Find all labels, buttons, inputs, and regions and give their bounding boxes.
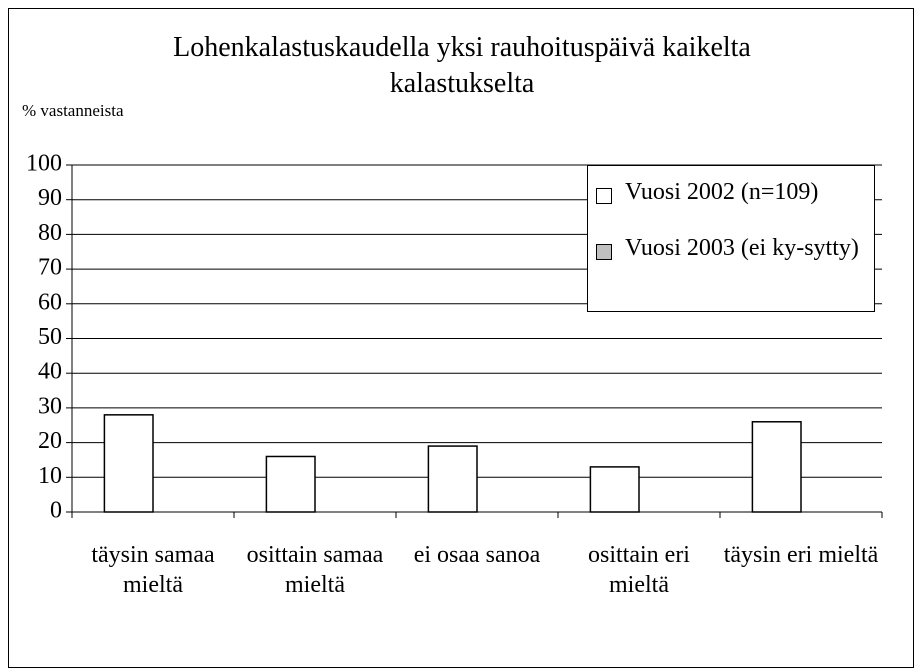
bar [751, 421, 802, 513]
y-tick-label: 60 [38, 289, 62, 315]
y-tick-label: 50 [38, 324, 62, 350]
chart: 0 10 20 30 40 50 60 70 80 90 100 [26, 151, 883, 524]
chart-title: Lohenkalastuskaudella yksi rauhoituspäiv… [173, 32, 751, 99]
legend-swatch [596, 244, 612, 260]
y-tick-label: 0 [50, 498, 62, 524]
y-tick-label: 20 [38, 428, 62, 454]
legend-swatch [596, 188, 612, 204]
bar [589, 466, 640, 513]
y-tick-label: 80 [38, 220, 62, 246]
y-tick-label: 70 [38, 255, 62, 281]
x-tick-label: täysin eri mieltä [723, 542, 879, 568]
x-tick-label: osittain eri mieltä [588, 542, 690, 598]
y-tick-label: 90 [38, 185, 62, 211]
legend-label: Vuosi 2003 (ei ky-sytty) [625, 235, 859, 261]
y-tick-label: 30 [38, 393, 62, 419]
y-tick-label: 10 [38, 463, 62, 489]
x-tick-label: täysin samaa mieltä [91, 542, 215, 598]
bar [103, 414, 154, 513]
bar [427, 445, 478, 513]
y-axis-label: % vastanneista [22, 101, 124, 120]
legend: Vuosi 2002 (n=109) Vuosi 2003 (ei ky-sytt… [587, 165, 875, 312]
y-tick-label: 40 [38, 359, 62, 385]
x-tick-label: osittain samaa mieltä [246, 542, 384, 598]
bar [265, 455, 316, 513]
x-tick-label: ei osaa sanoa [413, 542, 541, 568]
legend-label: Vuosi 2002 (n=109) [625, 179, 819, 205]
y-tick-label: 100 [26, 151, 62, 177]
page: Lohenkalastuskaudella yksi rauhoituspäiv… [8, 8, 914, 668]
